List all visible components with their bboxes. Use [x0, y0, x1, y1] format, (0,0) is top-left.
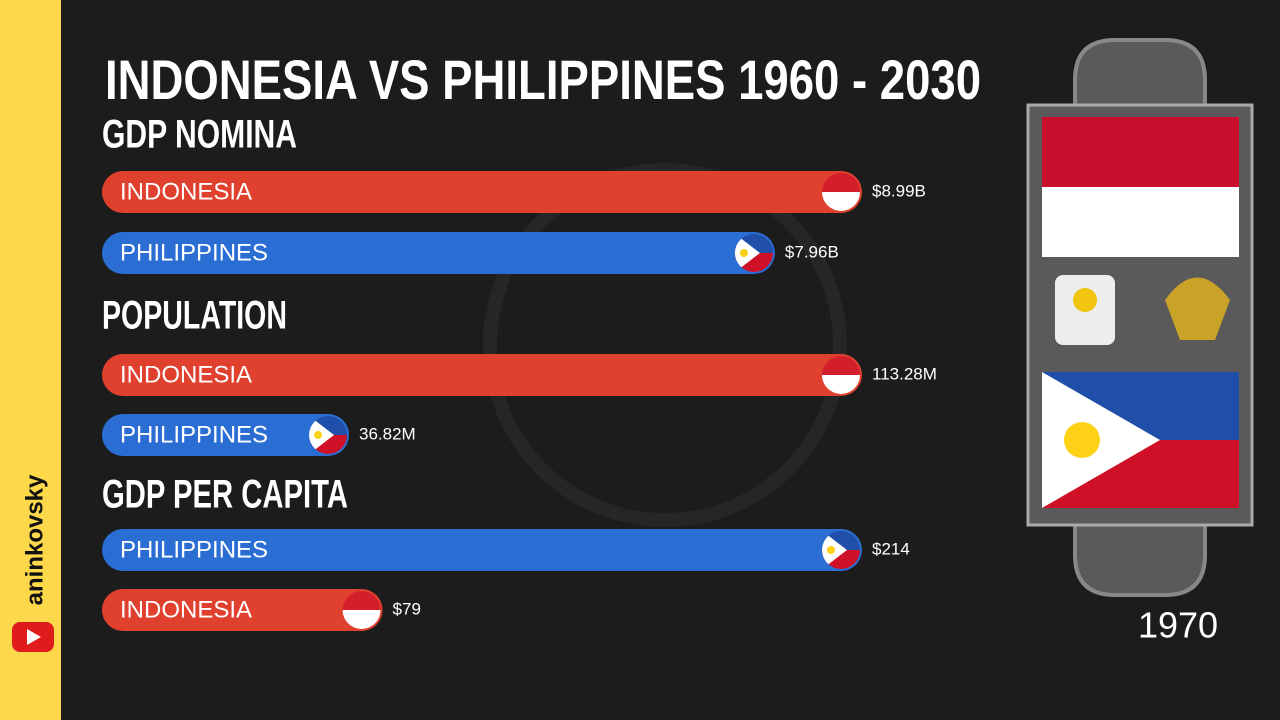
value-label: $8.99B: [872, 181, 926, 200]
section-title: POPULATION: [102, 294, 287, 338]
bar: [102, 589, 383, 631]
value-label: 36.82M: [359, 424, 416, 443]
panel-bottom: [1073, 518, 1207, 597]
channel-name: aninkovsky: [21, 474, 48, 605]
value-label: $7.96B: [785, 242, 839, 261]
bar: [102, 529, 862, 571]
flag-top: [822, 356, 860, 375]
section-title: GDP NOMINA: [102, 113, 297, 157]
id-flag-red: [1042, 117, 1239, 187]
ph-flag-triangle: [1042, 372, 1160, 508]
year-label: 1970: [1138, 605, 1218, 646]
value-label: $79: [393, 599, 421, 618]
bar-label: INDONESIA: [120, 596, 252, 623]
flag-sun: [314, 431, 323, 439]
flag-icon: [309, 416, 348, 454]
bar-label: PHILIPPINES: [120, 239, 268, 266]
flag-bottom: [822, 192, 860, 211]
bar: [102, 414, 350, 456]
id-flag-white: [1042, 187, 1239, 257]
watermark: [483, 163, 847, 527]
section-title: GDP PER CAPITA: [102, 473, 348, 517]
flag-icon: [342, 591, 381, 629]
panel-top: [1073, 38, 1207, 112]
flag-icon: [822, 531, 860, 569]
flag-top: [342, 591, 381, 610]
youtube-play: [27, 629, 41, 645]
id-emblem: [1165, 277, 1230, 340]
bar-label: PHILIPPINES: [120, 421, 268, 448]
bar-label: INDONESIA: [120, 361, 252, 388]
flag-icon: [822, 356, 860, 394]
bar-label: PHILIPPINES: [120, 536, 268, 563]
bar: [102, 354, 862, 396]
flag-top: [822, 173, 860, 192]
flag-sun: [739, 249, 748, 257]
flag-icon: [734, 234, 773, 272]
flag-panel: [1026, 38, 1254, 597]
bar: [102, 171, 862, 213]
flag-sun: [827, 546, 835, 554]
ph-flag-sun: [1064, 422, 1100, 458]
flag-bottom: [342, 610, 381, 629]
value-label: $214: [872, 539, 910, 558]
flag-bottom: [822, 375, 860, 394]
bar-label: INDONESIA: [120, 178, 252, 205]
main-title: INDONESIA VS PHILIPPINES 1960 - 2030: [105, 48, 981, 111]
flag-icon: [822, 173, 860, 211]
value-label: 113.28M: [872, 364, 937, 383]
bar: [102, 232, 775, 274]
sidebar: [0, 0, 61, 720]
ph-emblem-sun: [1073, 288, 1097, 312]
